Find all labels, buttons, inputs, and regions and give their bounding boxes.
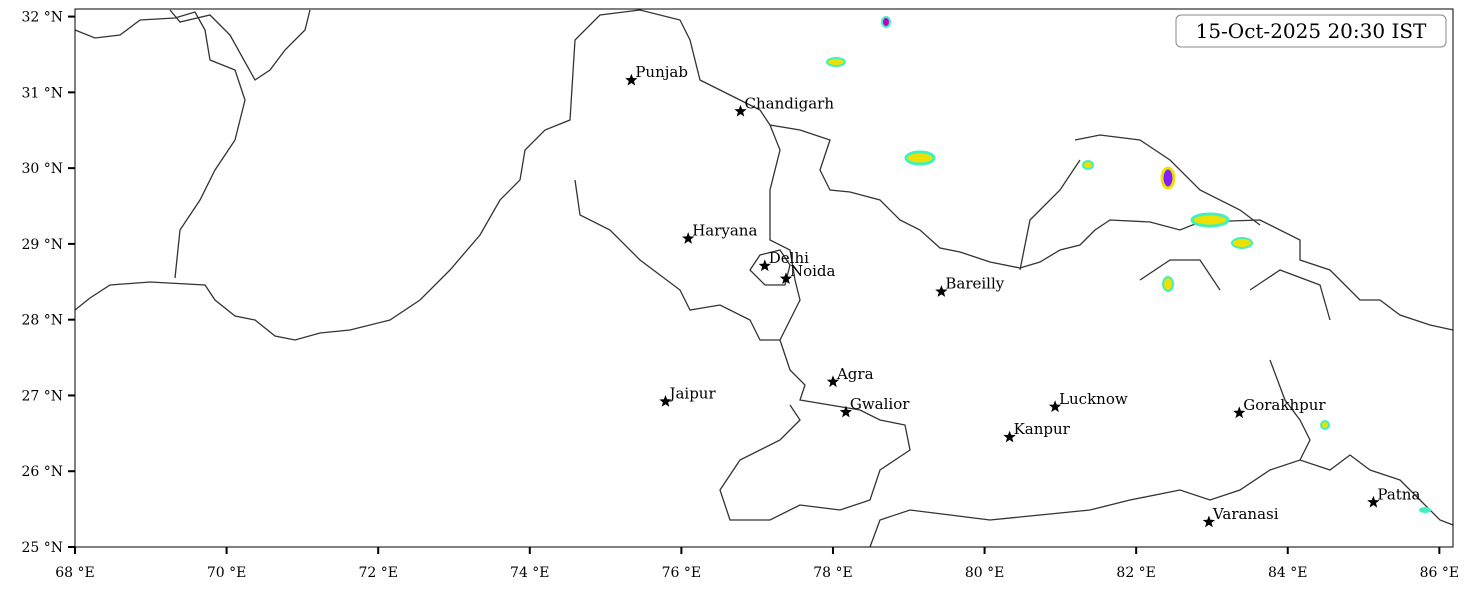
x-tick-label: 86 °E: [1420, 565, 1459, 581]
plot-frame: [74, 8, 1454, 548]
border: [749, 249, 791, 286]
x-tick-label: 76 °E: [662, 565, 701, 581]
city-marker: [779, 272, 793, 284]
y-tick-label: 31 °N: [21, 85, 63, 101]
x-tick-label: 80 °E: [965, 565, 1004, 581]
border: [574, 124, 801, 341]
y-tick-label: 32 °N: [21, 10, 63, 26]
city-label: Jaipur: [667, 385, 716, 403]
timestamp: 15-Oct-2025 20:30 IST: [1196, 19, 1427, 43]
city-marker: [1233, 406, 1246, 419]
city-label: Kanpur: [1014, 420, 1071, 438]
border: [74, 9, 1454, 341]
city-marker: [682, 232, 695, 244]
city-label: Agra: [836, 365, 874, 383]
city-marker: [1003, 430, 1016, 443]
city-marker: [1202, 515, 1216, 528]
city-marker: [659, 395, 672, 407]
city-label: Delhi: [769, 249, 809, 267]
city-marker: [625, 73, 638, 86]
border: [869, 454, 1454, 548]
city-marker: [734, 104, 747, 117]
city-marker: [1367, 495, 1380, 508]
border: [74, 11, 246, 279]
x-tick-label: 78 °E: [813, 565, 852, 581]
y-tick-label: 26 °N: [21, 464, 63, 480]
x-tick-label: 68 °E: [55, 565, 94, 581]
city-marker: [839, 405, 852, 418]
borders: [74, 9, 1454, 548]
rain-cell: [1320, 420, 1330, 430]
rain-cell: [1419, 507, 1431, 513]
city-label: Chandigarh: [745, 94, 835, 112]
annotation-box: [1175, 14, 1447, 48]
y-tick-label: 27 °N: [21, 388, 63, 404]
rain-cell: [1082, 160, 1094, 170]
city-label: Varanasi: [1212, 505, 1279, 523]
border: [169, 9, 311, 81]
city-label: Bareilly: [945, 275, 1004, 293]
border: [1074, 134, 1261, 226]
border: [1019, 159, 1331, 321]
rain-cell: [904, 150, 936, 166]
x-tick-label: 74 °E: [510, 565, 549, 581]
city-label: Gorakhpur: [1243, 396, 1326, 414]
y-tick-label: 29 °N: [21, 237, 63, 253]
border: [719, 339, 911, 521]
rain-cell: [826, 57, 846, 67]
city-label: Punjab: [635, 63, 688, 81]
border: [1269, 359, 1311, 461]
rain-cell: [1231, 237, 1253, 249]
city-label: Lucknow: [1059, 390, 1128, 408]
city-label: Patna: [1377, 485, 1420, 503]
city-marker: [826, 375, 840, 388]
city-marker: [758, 259, 771, 272]
city-marker: [1048, 400, 1062, 413]
x-tick-label: 70 °E: [207, 565, 246, 581]
x-tick-label: 84 °E: [1268, 565, 1307, 581]
y-tick-label: 28 °N: [21, 313, 63, 329]
city-label: Gwalior: [850, 395, 910, 413]
rain-cell: [881, 16, 891, 28]
rain-cell: [1162, 276, 1174, 292]
x-tick-label: 82 °E: [1116, 565, 1155, 581]
precipitation: [826, 16, 1431, 513]
rain-cell: [1160, 166, 1176, 190]
y-tick-label: 30 °N: [21, 161, 63, 177]
rain-cell: [1190, 212, 1230, 228]
city-marker: [935, 285, 948, 297]
city-label: Noida: [790, 262, 836, 280]
y-tick-label: 25 °N: [21, 540, 63, 556]
x-tick-label: 72 °E: [358, 565, 397, 581]
city-label: Haryana: [692, 222, 757, 240]
